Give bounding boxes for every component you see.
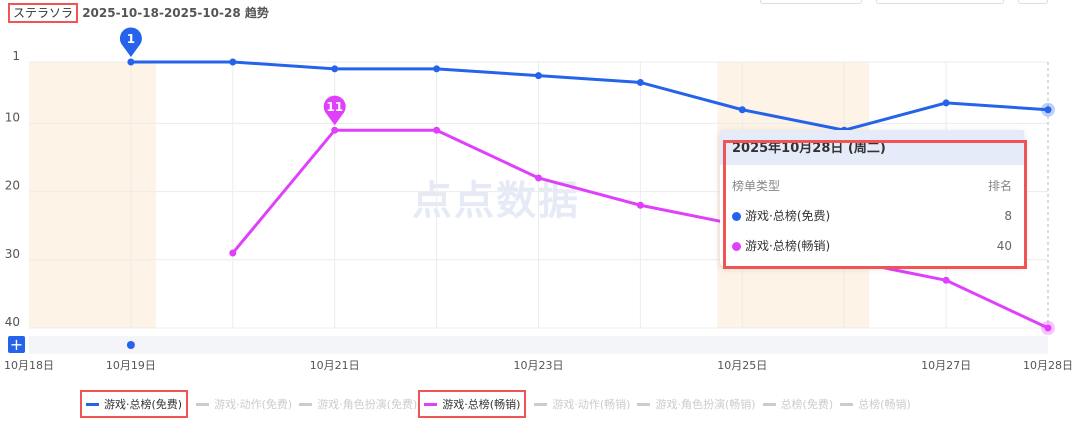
tooltip-row-value: 8 bbox=[1004, 209, 1012, 223]
x-tick-label: 10月19日 bbox=[106, 359, 156, 372]
legend-label: 游戏·角色扮演(免费) bbox=[317, 398, 418, 411]
legend-item[interactable]: 游戏·总榜(免费) bbox=[79, 390, 189, 418]
slider-marker bbox=[126, 341, 135, 349]
data-point bbox=[433, 126, 441, 134]
legend-swatch-icon bbox=[196, 402, 210, 406]
y-tick-label: 30 bbox=[5, 247, 20, 261]
legend-item[interactable]: 游戏·动作(免费) bbox=[196, 396, 292, 412]
data-point bbox=[331, 65, 339, 73]
legend-swatch-icon bbox=[299, 402, 313, 406]
add-button[interactable]: + bbox=[8, 335, 25, 354]
legend-item[interactable]: 总榜(畅销) bbox=[840, 396, 911, 412]
series-line bbox=[130, 60, 1049, 132]
data-point bbox=[636, 201, 644, 209]
data-point bbox=[942, 276, 950, 284]
chart-title: ステラソラ 2025-10-18-2025-10-28 趋势 bbox=[8, 3, 269, 23]
tooltip-col-rank: 排名 bbox=[987, 179, 1012, 193]
top-control-1[interactable] bbox=[760, 0, 862, 4]
tooltip-row-name: 游戏·总榜(免费) bbox=[745, 209, 831, 223]
data-point bbox=[127, 58, 135, 66]
legend-label: 总榜(免费) bbox=[780, 398, 834, 411]
weekend-band bbox=[29, 62, 156, 328]
legend-item[interactable]: 游戏·角色扮演(畅销) bbox=[637, 396, 756, 412]
legend-label: 总榜(畅销) bbox=[858, 398, 911, 411]
tooltip-row-value: 40 bbox=[996, 239, 1012, 253]
data-point bbox=[229, 58, 237, 66]
x-tick-label: 10月18日 bbox=[4, 359, 54, 372]
data-point bbox=[1044, 106, 1052, 114]
zoom-slider bbox=[29, 336, 1048, 354]
peak-pin-icon bbox=[323, 95, 346, 126]
legend-item[interactable]: 游戏·总榜(畅销) bbox=[418, 390, 527, 418]
legend-label: 游戏·动作(畅销) bbox=[552, 398, 631, 411]
legend-label: 游戏·总榜(免费) bbox=[104, 398, 183, 411]
x-tick-label: 10月21日 bbox=[310, 359, 360, 372]
series-dot-icon bbox=[732, 242, 741, 251]
tooltip-row-name: 游戏·总榜(畅销) bbox=[745, 239, 831, 253]
series-dot-icon bbox=[732, 212, 741, 221]
legend-swatch-icon bbox=[840, 402, 854, 406]
peak-label: 11 bbox=[326, 100, 343, 114]
peak-pin-icon bbox=[119, 27, 142, 57]
y-tick-label: 1 bbox=[12, 49, 20, 63]
peak-label: 1 bbox=[127, 32, 135, 46]
legend-swatch-icon bbox=[86, 402, 99, 406]
legend-swatch-icon bbox=[637, 402, 651, 406]
legend-item[interactable]: 游戏·角色扮演(免费) bbox=[299, 396, 417, 412]
y-tick-label: 10 bbox=[5, 110, 20, 124]
legend-swatch-icon bbox=[424, 402, 438, 406]
date-range-title: 2025-10-18-2025-10-28 趋势 bbox=[82, 6, 269, 20]
tooltip-col-type: 榜单类型 bbox=[732, 179, 781, 193]
legend-item[interactable]: 总榜(免费) bbox=[762, 396, 834, 412]
top-control-2[interactable] bbox=[876, 0, 1004, 4]
data-point bbox=[738, 106, 746, 114]
legend-item[interactable]: 游戏·动作(畅销) bbox=[534, 396, 630, 412]
data-point bbox=[942, 99, 950, 107]
x-tick-label: 10月25日 bbox=[717, 359, 767, 372]
legend-swatch-icon bbox=[534, 402, 548, 406]
data-point bbox=[1044, 324, 1052, 332]
legend-swatch-icon bbox=[762, 402, 776, 406]
x-tick-label: 10月27日 bbox=[921, 359, 971, 372]
x-tick-label: 10月28日 bbox=[1023, 359, 1073, 372]
tooltip-date: 2025年10月28日 (周二) bbox=[720, 130, 1024, 165]
legend-label: 游戏·角色扮演(畅销) bbox=[655, 398, 756, 411]
data-point bbox=[535, 174, 542, 182]
data-point bbox=[636, 78, 644, 86]
data-point bbox=[535, 72, 542, 80]
legend-label: 游戏·总榜(畅销) bbox=[442, 398, 521, 411]
legend-label: 游戏·动作(免费) bbox=[214, 398, 293, 411]
watermark: 点点数据 bbox=[412, 178, 580, 224]
x-tick-label: 10月23日 bbox=[514, 359, 564, 372]
app-name: ステラソラ bbox=[8, 3, 79, 23]
data-point bbox=[229, 249, 237, 257]
legend: 游戏·总榜(免费) 游戏·动作(免费) 游戏·角色扮演(免费) 游戏·总榜(畅销) 游戏… bbox=[79, 390, 918, 418]
data-point bbox=[433, 65, 441, 73]
y-tick-label: 40 bbox=[5, 315, 20, 329]
top-control-3[interactable] bbox=[1018, 0, 1048, 4]
y-tick-label: 20 bbox=[5, 179, 20, 193]
data-point bbox=[331, 126, 339, 134]
tooltip: 2025年10月28日 (周二) 榜单类型 排名 游戏·总榜(免费) 8 游戏·总榜… bbox=[720, 130, 1024, 266]
